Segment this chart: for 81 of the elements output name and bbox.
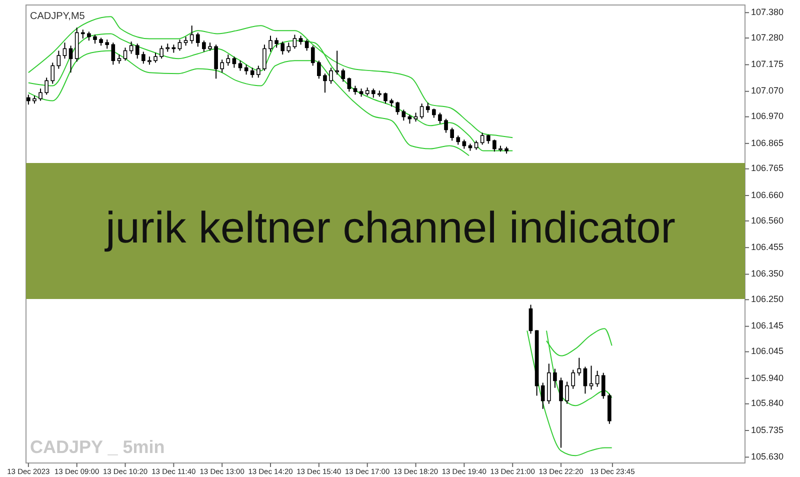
candlestick [262,44,266,72]
candlestick [256,65,260,78]
candlestick [559,377,563,448]
candlestick [111,42,116,66]
text: jurik keltner channel indicator [104,204,676,253]
candlestick [595,370,600,388]
candlestick [347,77,352,92]
candlestick [371,88,376,98]
y-tick-label: 106.660 [751,190,784,200]
candlestick [492,139,496,152]
candlestick [384,92,388,104]
y-tick-label: 106.455 [751,242,784,252]
candlestick [117,54,122,64]
candlestick [426,102,430,114]
candlestick [310,45,315,66]
y-tick-label: 106.765 [751,163,784,174]
candlestick [480,132,484,146]
y-tick-label: 107.175 [751,59,784,70]
candlestick [190,25,194,44]
y-tick-label: 106.970 [751,111,784,122]
candlestick [540,382,545,410]
candlestick [280,41,285,56]
candlestick [565,381,569,404]
candlestick [50,62,55,84]
candlestick [274,37,278,48]
candlestick [396,101,400,116]
y-tick-label: 106.350 [751,268,784,279]
y-tick-label: 105.940 [751,372,784,383]
candlestick [329,67,333,84]
candlestick [583,366,588,394]
candlestick [226,54,230,66]
y-tick-label: 107.380 [751,6,784,17]
candlestick [317,60,321,80]
candlestick [178,39,182,52]
y-tick-label: 107.070 [751,86,784,96]
candlestick [528,304,533,334]
candlestick [135,43,140,60]
y-tick-label: 105.630 [751,452,784,462]
y-tick-label: 106.045 [751,346,784,356]
candlestick [202,40,206,52]
y-tick-label: 106.145 [751,320,784,331]
candlestick [456,135,460,146]
candlestick [323,73,327,94]
candlestick [214,44,218,80]
candlestick [38,88,42,102]
y-tick-label: 106.250 [751,294,784,304]
y-tick-label: 105.840 [751,398,784,408]
candlestick [292,34,297,50]
candlestick [450,127,454,142]
candlestick [68,45,73,74]
y-tick-label: 106.560 [751,215,784,226]
candlestick [154,52,158,64]
candlestick [438,112,442,124]
candlestick [26,94,30,106]
candlestick [123,47,128,62]
y-tick-label: 105.735 [751,424,784,435]
candlestick [402,109,406,122]
y-tick-label: 106.865 [751,138,784,148]
candlestick [420,103,424,120]
candlestick [268,35,272,52]
candlestick [571,369,576,390]
candlestick [341,68,346,82]
candlestick [56,50,61,70]
candlestick [335,50,339,76]
candlestick [250,67,254,78]
candlestick [304,39,309,52]
candlestick [44,77,48,96]
y-tick-label: 107.280 [751,32,784,42]
candlestick [142,51,146,64]
candlestick [62,42,67,60]
candlestick [196,32,200,48]
text: CADJPY,M5 [30,11,86,22]
candlestick [553,368,557,388]
candlestick [160,45,164,60]
candlestick [232,56,236,68]
candlestick [105,39,110,50]
candlestick [432,108,436,118]
candlestick [220,59,224,74]
candlestick [444,118,448,134]
candlestick [601,372,606,400]
candlestick [129,41,134,54]
